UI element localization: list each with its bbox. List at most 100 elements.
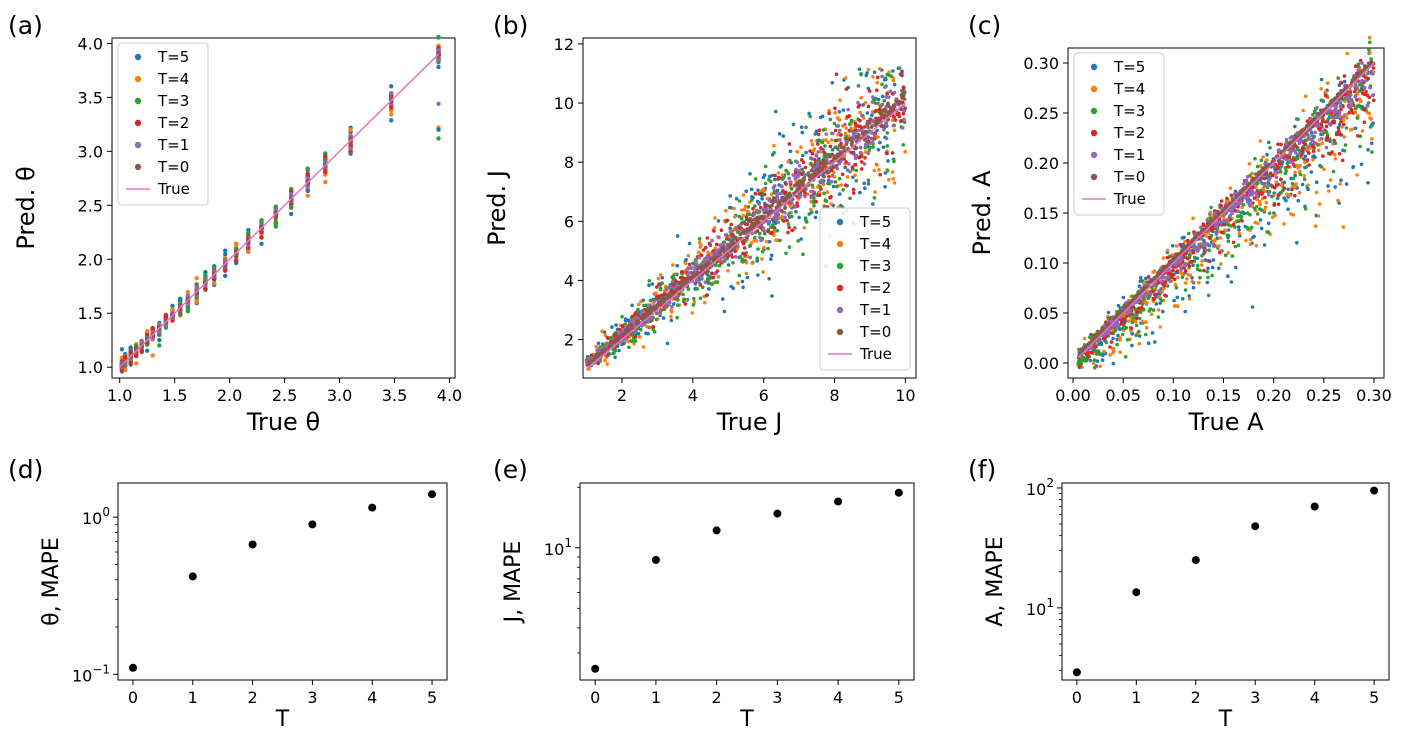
panel-c-point (1190, 276, 1194, 280)
panel-c-point (1185, 277, 1189, 281)
panel-b-point (748, 255, 753, 260)
panel-b-point (873, 101, 877, 105)
panel-b-point (844, 126, 848, 130)
panel-b-point (749, 187, 754, 192)
panel-c-point (1291, 213, 1296, 217)
panel-b-point (869, 125, 874, 129)
panel-b-point (863, 129, 868, 134)
panel-b-point (636, 316, 640, 321)
panel-c-point (1214, 232, 1219, 237)
panel-b-true-line (586, 102, 906, 370)
panel-b-point (853, 130, 858, 135)
panel-b-point (882, 127, 886, 132)
panel-b-point (862, 125, 867, 129)
panel-b-point (807, 178, 812, 182)
panel-c-point (1282, 196, 1286, 200)
panel-c-point (1262, 184, 1267, 188)
panel-b-point (847, 122, 852, 126)
panel-c-point (1350, 127, 1354, 131)
panel-b-legend-label: T=2 (859, 279, 891, 297)
panel-b-point (901, 143, 906, 147)
panel-b-point (786, 212, 791, 217)
panel-c-point (1144, 332, 1148, 337)
panel-b-point (897, 66, 902, 70)
panel-b-point (804, 125, 808, 130)
panel-b-point (808, 114, 812, 119)
panel-c-point (1095, 359, 1100, 363)
panel-b-point (860, 113, 864, 118)
panel-b-point (711, 275, 716, 280)
panel-b-point (828, 144, 833, 149)
panel-b-point (766, 246, 770, 251)
panel-b-point (765, 210, 770, 215)
panel-b-point (714, 263, 718, 268)
panel-c-point (1133, 320, 1138, 324)
panel-b-point (684, 278, 689, 283)
panel-b-point (763, 231, 767, 236)
panel-c-point (1356, 134, 1360, 138)
panel-b-point (857, 67, 862, 71)
panel-c-point (1342, 122, 1346, 127)
panel-c-point (1190, 279, 1195, 284)
panel-b-point (807, 174, 811, 178)
panel-a-legend-marker (134, 119, 142, 127)
panel-b-point (837, 192, 842, 196)
panel-b-point (745, 254, 750, 259)
panel-b-point (840, 172, 845, 177)
panel-c-point (1095, 349, 1100, 353)
panel-c-point (1183, 309, 1187, 314)
panel-b-legend-marker (836, 218, 844, 226)
panel-b-point (860, 131, 865, 135)
panel-b-point (710, 282, 714, 287)
panel-c-point (1245, 195, 1250, 200)
panel-c-point (1338, 182, 1343, 186)
panel-c-point (1134, 333, 1138, 338)
panel-c-point (1137, 342, 1142, 346)
panel-c-point (1366, 181, 1370, 185)
panel-b-point (839, 133, 843, 137)
panel-b-point (883, 85, 887, 89)
panel-b-point (837, 161, 842, 166)
panel-b-point (856, 124, 861, 128)
panel-c-point (1161, 309, 1165, 314)
panel-c-point (1358, 144, 1362, 149)
panel-b-point (802, 226, 807, 230)
panel-b-point (892, 128, 897, 133)
panel-c-point (1321, 129, 1325, 134)
panel-b-point (814, 199, 818, 204)
panel-c-point (1303, 142, 1308, 147)
panel-b-point (713, 256, 717, 261)
panel-b-point (694, 278, 699, 283)
panel-c-point (1305, 119, 1310, 123)
panel-b-point (901, 85, 906, 89)
panel-c-point (1171, 268, 1175, 273)
panel-a-point (289, 211, 294, 217)
panel-b-point (766, 219, 770, 224)
panel-a-point (246, 248, 251, 254)
panel-b-point (647, 318, 651, 323)
panel-a-xtick-label: 1.5 (162, 386, 187, 405)
panel-c-point (1219, 199, 1224, 203)
panel-b-point (902, 117, 906, 122)
panel-c-point (1260, 192, 1264, 196)
panel-b-ylabel: Pred. J (483, 170, 511, 246)
panel-b-point (889, 74, 893, 78)
panel-b-point (865, 71, 869, 75)
panel-b-point (871, 75, 875, 79)
panel-b-point (819, 146, 823, 150)
panel-b-point (845, 175, 850, 179)
panel-b-point (891, 114, 896, 119)
panel-b-point (639, 327, 643, 332)
panel-b-point (741, 251, 745, 256)
panel-c-point (1145, 293, 1150, 298)
panel-b-point (712, 229, 716, 233)
panel-b-point (716, 219, 721, 223)
panel-b-point (749, 241, 754, 245)
panel-c-point (1316, 148, 1321, 153)
panel-b-point (690, 271, 695, 275)
panel-b-point (801, 183, 805, 187)
panel-b-point (686, 254, 691, 258)
panel-b-point (817, 128, 822, 132)
panel-c-point (1170, 273, 1174, 278)
panel-b-point (812, 147, 817, 151)
